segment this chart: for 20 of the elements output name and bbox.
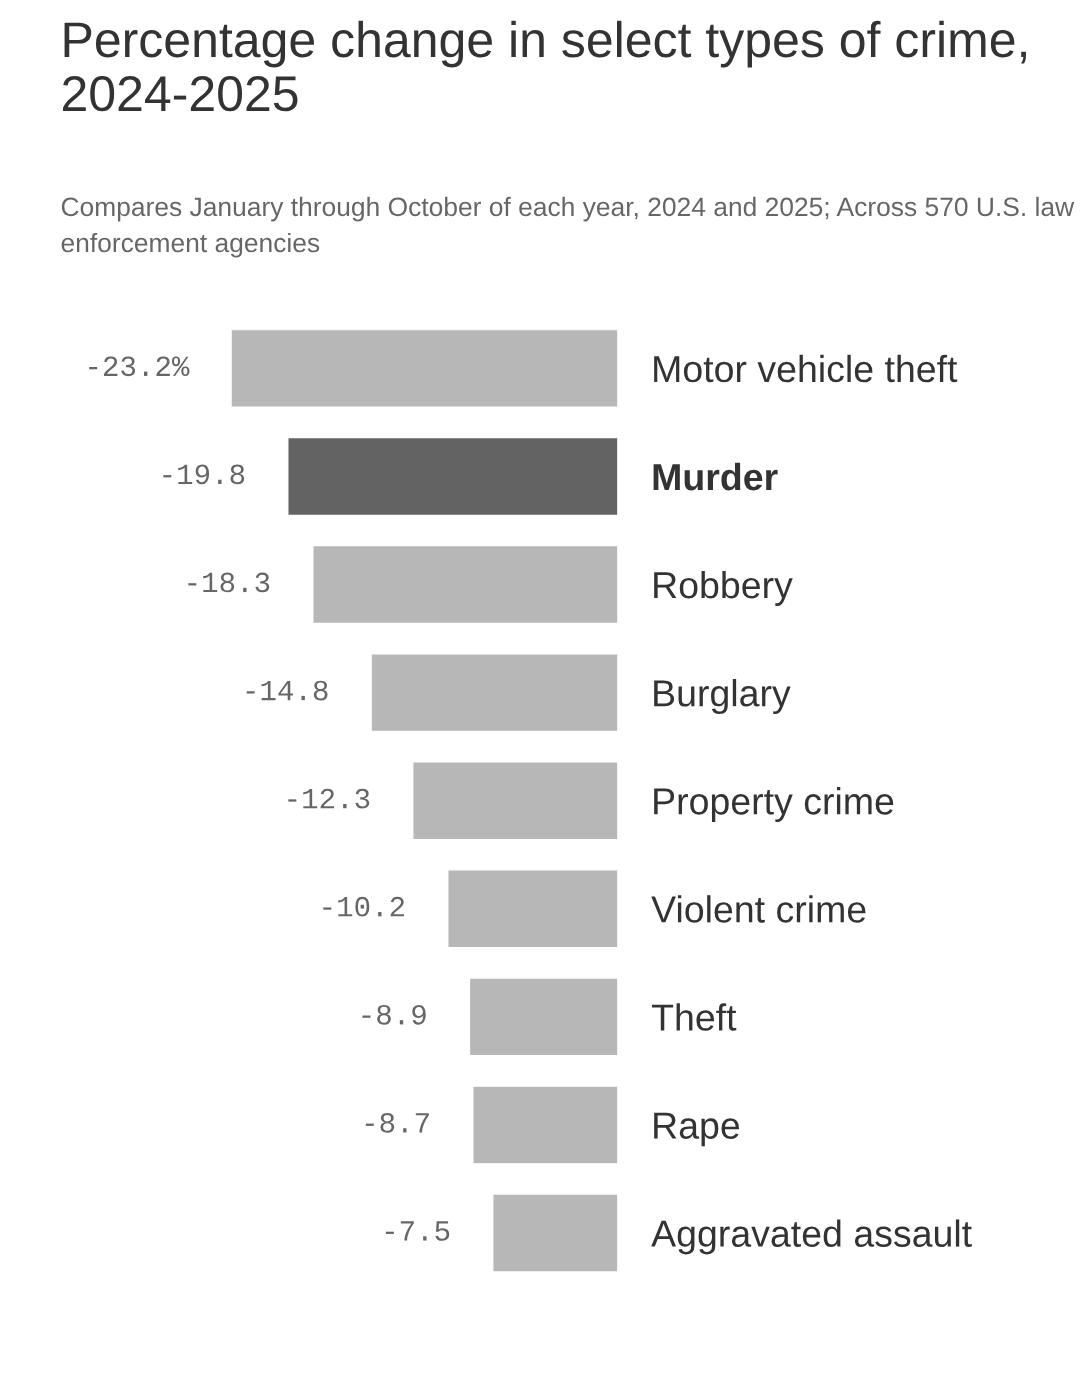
- data-label: -8.7: [365, 1112, 429, 1133]
- y-tick-label: Robbery: [654, 570, 793, 606]
- y-tick-label: Aggravated assault: [651, 1219, 972, 1255]
- y-tick-label: Murder: [653, 462, 778, 491]
- y-tick-label: Rape: [654, 1112, 740, 1147]
- data-label: -7.5: [385, 1221, 450, 1241]
- data-label: -18.3: [188, 572, 270, 593]
- y-tick-label: Violent crime: [651, 895, 866, 923]
- y-tick-label: Theft: [651, 1003, 737, 1031]
- data-label: -23.2%: [89, 356, 190, 377]
- data-label: -8.9: [362, 1004, 426, 1025]
- chart-subtitle: Compares January through October of each year, 2024 and 2025; Across 570 U.S. law enforcement agencies: [61, 196, 1075, 258]
- data-label: -19.8: [163, 464, 245, 485]
- data-label: -14.8: [246, 680, 328, 701]
- data-label: -10.2: [323, 896, 405, 917]
- y-tick-label: Property crime: [654, 787, 894, 823]
- y-tick-label: Motor vehicle theft: [654, 354, 958, 383]
- chart-title: Percentage change in select types of crime, 2024-2025: [63, 20, 1026, 112]
- y-tick-label: Burglary: [654, 679, 791, 714]
- data-label: -12.3: [288, 788, 370, 809]
